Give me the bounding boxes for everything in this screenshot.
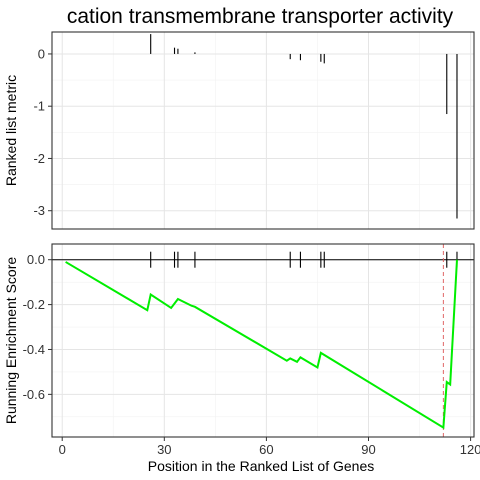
x-tick-label: 120 [460, 442, 480, 457]
x-tick-label: 0 [59, 442, 66, 457]
top-y-tick-label: -2 [33, 151, 45, 166]
bottom-y-axis-title: Running Enrichment Score [3, 257, 19, 425]
bottom-x-axis: 0 30 60 90 120 [59, 437, 480, 457]
top-panel-border [51, 31, 475, 230]
top-y-tick-label: 0 [38, 46, 45, 61]
top-y-tick-label: -3 [33, 203, 45, 218]
x-axis-title: Position in the Ranked List of Genes [148, 458, 374, 474]
x-tick-label: 90 [361, 442, 375, 457]
bottom-y-tick-label: 0.0 [27, 252, 45, 267]
top-y-tick-label: -1 [33, 99, 45, 114]
bottom-panel-border [51, 243, 475, 438]
x-tick-label: 60 [259, 442, 273, 457]
running-enrichment-score-line [65, 259, 458, 430]
ranked-metric-bars [150, 34, 458, 219]
bottom-y-tick-label: -0.6 [23, 387, 45, 402]
bottom-y-axis: 0.0 -0.2 -0.4 -0.6 [23, 252, 52, 402]
x-tick-label: 30 [157, 442, 171, 457]
chart-title: cation transmembrane transporter activit… [67, 5, 454, 28]
top-panel-grid [52, 32, 474, 229]
top-y-axis: 0 -1 -2 -3 [33, 46, 52, 218]
bottom-y-tick-label: -0.2 [23, 297, 45, 312]
top-y-axis-title: Ranked list metric [3, 75, 19, 186]
bottom-y-tick-label: -0.4 [23, 342, 45, 357]
